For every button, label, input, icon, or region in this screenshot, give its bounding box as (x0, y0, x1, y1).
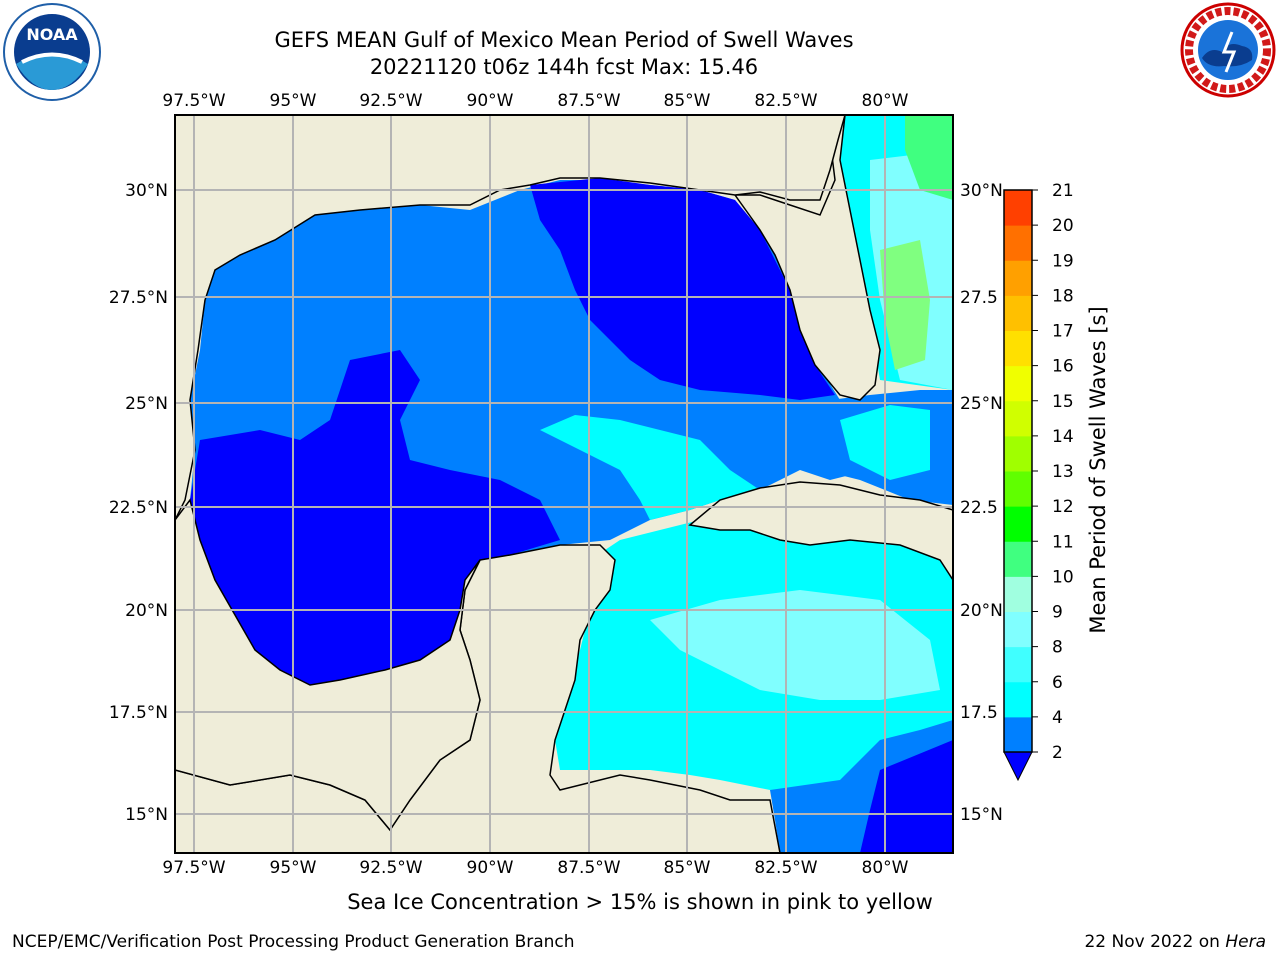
colorbar-label: Mean Period of Swell Waves [s] (1086, 306, 1110, 633)
lat-tick-right: 22.5 (960, 498, 998, 518)
colorbar-swatch (1004, 295, 1032, 331)
gulf-cyan-central (540, 415, 760, 520)
colorbar-swatch (1004, 190, 1032, 226)
colorbar-tick-label: 11 (1052, 532, 1074, 552)
lon-tick-top: 85°W (664, 91, 711, 111)
colorbar-tick-label: 20 (1052, 216, 1074, 236)
colorbar-tick-label: 9 (1052, 603, 1063, 623)
lat-tick-right: 25°N (960, 394, 1003, 414)
lat-tick-left: 20°N (125, 601, 168, 621)
colorbar-swatch (1004, 260, 1032, 296)
sea-ice-note-text: Sea Ice Concentration > 15% is shown in … (347, 890, 933, 914)
lon-tick-top: 97.5°W (162, 91, 225, 111)
lon-tick-bottom: 95°W (270, 858, 317, 878)
map-frame (174, 114, 954, 854)
footer-host: Hera (1225, 932, 1266, 952)
map-gridlines (175, 115, 953, 853)
lat-tick-right: 30°N (960, 181, 1003, 201)
sea-ice-note: Sea Ice Concentration > 15% is shown in … (0, 890, 1280, 914)
map-area (175, 115, 953, 853)
footer-right: 22 Nov 2022 on Hera (1084, 932, 1266, 952)
colorbar-tick-label: 13 (1052, 462, 1074, 482)
lon-tick-top: 80°W (862, 91, 909, 111)
lon-tick-top: 95°W (270, 91, 317, 111)
lon-tick-bottom: 97.5°W (162, 858, 225, 878)
colorbar: 2 4 6 8 9 10 11 12 13 14 15 16 17 18 19 20 21 (1003, 181, 1074, 782)
lon-tick-top: 82.5°W (754, 91, 817, 111)
lon-tick-bottom: 90°W (467, 858, 514, 878)
colorbar-swatch (1004, 681, 1032, 718)
footer-date: 22 Nov 2022 on (1084, 932, 1226, 952)
lat-tick-left: 30°N (125, 181, 168, 201)
mexico-land (175, 498, 481, 832)
colorbar-tick-label: 6 (1052, 673, 1063, 693)
chart-subtitle-run: 20221120 t06z 144h fcst Max: 15.46 (369, 55, 759, 79)
lat-tick-left: 17.5°N (109, 703, 168, 723)
colorbar-swatch (1004, 646, 1032, 683)
lat-tick-left: 27.5°N (109, 288, 168, 308)
lat-tick-left: 15°N (125, 805, 168, 825)
colorbar-tick-label: 4 (1052, 708, 1063, 728)
chart-title: GEFS MEAN Gulf of Mexico Mean Period of … (274, 28, 854, 52)
atlantic-green (905, 115, 953, 200)
colorbar-swatch (1004, 716, 1032, 753)
lat-tick-left: 25°N (125, 394, 168, 414)
colorbar-swatch (1004, 330, 1032, 367)
lat-tick-right: 27.5 (960, 288, 998, 308)
colorbar-tick-label: 17 (1052, 322, 1074, 342)
colorbar-tick-label: 12 (1052, 497, 1074, 517)
lon-tick-top: 87.5°W (557, 91, 620, 111)
gulf-deep-east (530, 178, 835, 400)
colorbar-tick-label: 10 (1052, 567, 1074, 587)
colorbar-swatch (1004, 506, 1032, 542)
lon-tick-top: 92.5°W (359, 91, 422, 111)
lat-tick-right: 15°N (960, 805, 1003, 825)
colorbar-extend-arrow (1003, 751, 1033, 782)
colorbar-swatch (1004, 576, 1032, 612)
lon-tick-bottom: 82.5°W (754, 858, 817, 878)
footer-left: NCEP/EMC/Verification Post Processing Pr… (12, 932, 575, 952)
colorbar-swatch (1004, 471, 1032, 507)
colorbar-tick-label: 8 (1052, 638, 1063, 658)
colorbar-tick-label: 15 (1052, 392, 1074, 412)
lon-tick-bottom: 87.5°W (557, 858, 620, 878)
lat-tick-right: 20°N (960, 601, 1003, 621)
atlantic-green-2 (880, 240, 930, 370)
colorbar-tick-label: 19 (1052, 251, 1074, 271)
colorbar-swatch (1004, 225, 1032, 261)
colorbar-tick-label: 14 (1052, 427, 1074, 447)
lat-tick-right: 17.5 (960, 703, 998, 723)
gulf-deep-west (190, 350, 560, 685)
caribbean-deep-se (860, 740, 953, 853)
colorbar-tick-label: 18 (1052, 286, 1074, 306)
colorbar-tick-label: 21 (1052, 181, 1074, 201)
lon-tick-bottom: 85°W (664, 858, 711, 878)
colorbar-swatch (1004, 611, 1032, 648)
colorbar-swatch (1004, 365, 1032, 402)
lon-tick-bottom: 92.5°W (359, 858, 422, 878)
lat-tick-left: 22.5°N (109, 498, 168, 518)
noaa-logo: NOAA (2, 2, 102, 102)
colorbar-swatch (1004, 400, 1032, 437)
colorbar-swatch (1004, 541, 1032, 577)
lon-tick-bottom: 80°W (862, 858, 909, 878)
lon-tick-top: 90°W (467, 91, 514, 111)
florida-land (733, 115, 881, 401)
colorbar-tick-label: 2 (1052, 743, 1063, 763)
colorbar-tick-label: 16 (1052, 357, 1074, 377)
noaa-logo-text: NOAA (26, 25, 78, 44)
caribbean-lightcyan (650, 590, 940, 700)
colorbar-swatch (1004, 435, 1032, 472)
nws-logo (1180, 2, 1276, 98)
